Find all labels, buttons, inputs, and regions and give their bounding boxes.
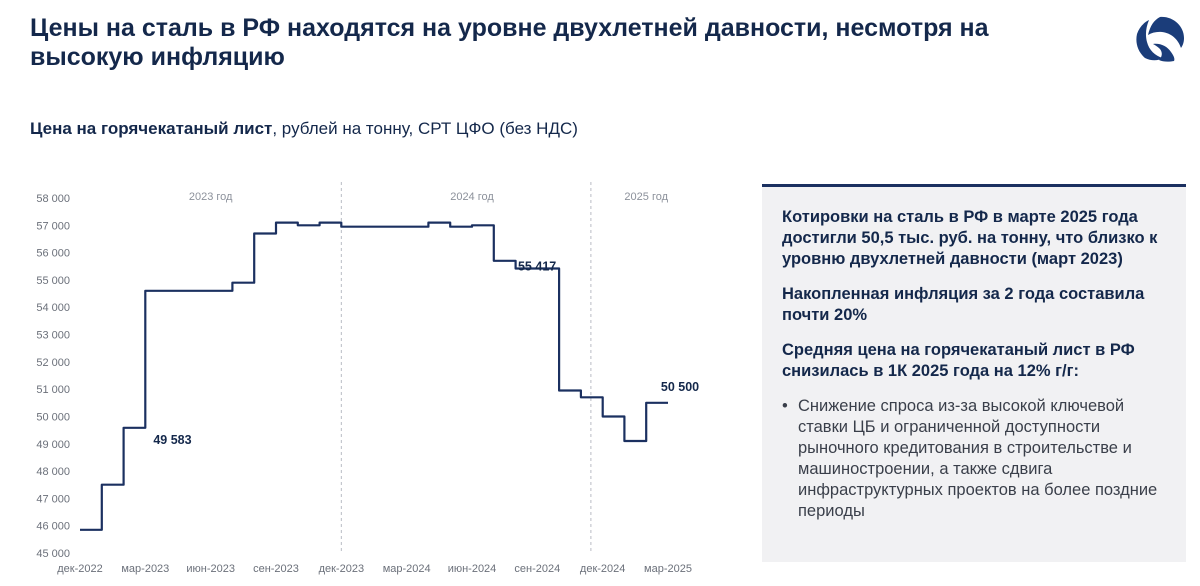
x-tick-label: мар-2023 bbox=[121, 563, 169, 575]
y-tick-label: 57 000 bbox=[36, 220, 70, 232]
x-tick-label: сен-2023 bbox=[253, 563, 299, 575]
y-tick-label: 51 000 bbox=[36, 384, 70, 396]
y-tick-label: 50 000 bbox=[36, 411, 70, 423]
x-tick-label: мар-2024 bbox=[383, 563, 431, 575]
y-tick-label: 54 000 bbox=[36, 302, 70, 314]
x-tick-label: дек-2023 bbox=[319, 563, 364, 575]
y-tick-label: 48 000 bbox=[36, 466, 70, 478]
y-tick-label: 45 000 bbox=[36, 548, 70, 560]
insight-panel: Котировки на сталь в РФ в марте 2025 год… bbox=[762, 184, 1186, 562]
y-tick-label: 46 000 bbox=[36, 521, 70, 533]
data-label: 55 417 bbox=[518, 260, 556, 274]
year-label: 2025 год bbox=[624, 191, 668, 203]
steel-price-chart: 2023 год 2024 год 2025 год 45 000 46 000 47 0… bbox=[36, 182, 699, 575]
insight-paragraph-1: Котировки на сталь в РФ в марте 2025 год… bbox=[782, 208, 1158, 268]
chart-subtitle: Цена на горячекатаный лист, рублей на то… bbox=[30, 119, 578, 139]
insight-paragraph-3: Средняя цена на горячекатаный лист в РФ … bbox=[782, 341, 1135, 380]
y-tick-label: 58 000 bbox=[36, 193, 70, 205]
x-tick-label: июн-2023 bbox=[186, 563, 235, 575]
x-tick-label: дек-2022 bbox=[57, 563, 102, 575]
chart-subtitle-rest: , рублей на тонну, СРТ ЦФО (без НДС) bbox=[272, 119, 578, 138]
y-tick-label: 52 000 bbox=[36, 357, 70, 369]
insight-bullet-list: Снижение спроса из-за высокой ключевой с… bbox=[782, 396, 1168, 522]
y-tick-label: 55 000 bbox=[36, 275, 70, 287]
insight-bullet-1: Снижение спроса из-за высокой ключевой с… bbox=[782, 396, 1168, 522]
price-series-line bbox=[80, 221, 668, 531]
year-label: 2023 год bbox=[189, 191, 233, 203]
y-tick-label: 56 000 bbox=[36, 248, 70, 260]
y-tick-label: 47 000 bbox=[36, 493, 70, 505]
data-label: 49 583 bbox=[153, 433, 191, 447]
data-label: 50 500 bbox=[661, 380, 699, 394]
company-logo-icon bbox=[1136, 16, 1184, 62]
page-title: Цены на сталь в РФ находятся на уровне д… bbox=[30, 14, 989, 71]
x-tick-label: мар-2025 bbox=[644, 563, 692, 575]
y-tick-label: 53 000 bbox=[36, 330, 70, 342]
chart-subtitle-bold: Цена на горячекатаный лист bbox=[30, 119, 273, 138]
year-label: 2024 год bbox=[450, 191, 494, 203]
y-tick-label: 49 000 bbox=[36, 439, 70, 451]
x-tick-label: сен-2024 bbox=[514, 563, 560, 575]
x-tick-label: дек-2024 bbox=[580, 563, 625, 575]
x-tick-label: июн-2024 bbox=[448, 563, 497, 575]
insight-paragraph-2: Накопленная инфляция за 2 года составила… bbox=[782, 285, 1145, 324]
